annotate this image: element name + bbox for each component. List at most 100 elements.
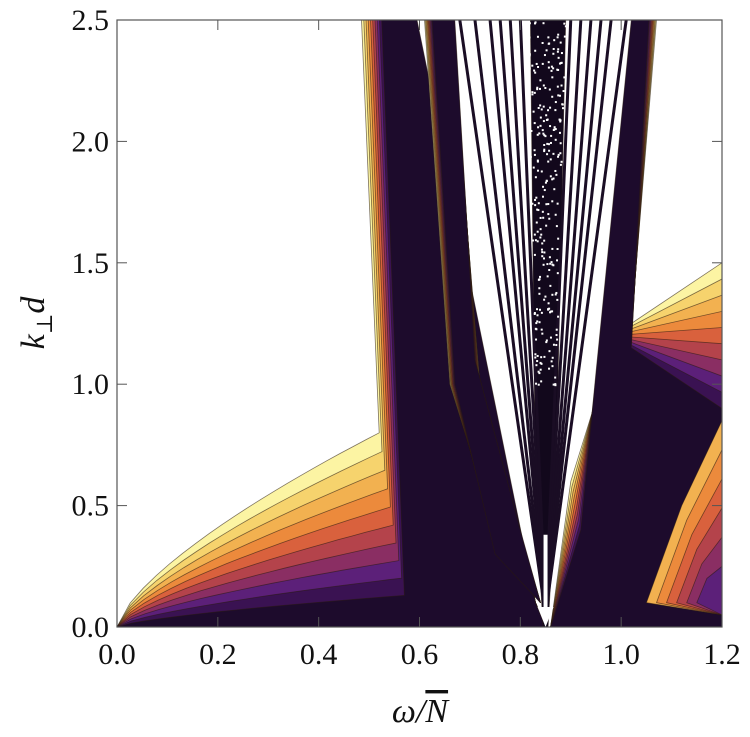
contour-band-right [550,20,722,627]
core-speckle [534,353,537,356]
core-speckle [553,126,556,129]
core-speckle [558,94,561,97]
core-speckle [563,76,566,79]
core-speckle [544,181,547,184]
core-speckle [543,355,546,358]
core-speckle [533,312,536,315]
core-speckle [531,202,534,205]
resonance-fan-line [544,20,573,603]
x-tick-label: 1.0 [602,638,640,671]
core-speckle [541,42,544,45]
core-speckle [543,298,546,301]
core-speckle [543,143,546,146]
core-speckle [541,255,544,258]
core-speckle [549,262,552,265]
core-speckle [559,163,562,166]
core-speckle [553,39,556,42]
core-speckle [546,275,549,278]
core-speckle [551,310,554,313]
core-speckle [543,148,546,151]
core-speckle [543,134,546,137]
core-speckle [539,361,542,364]
core-speckle [537,209,540,212]
y-tick-label: 1.5 [72,247,110,280]
core-speckle [557,56,560,59]
core-speckle [539,104,542,107]
core-speckle [551,293,554,296]
resonance-fan-line [488,20,546,603]
core-speckle [541,251,544,254]
core-speckle [543,239,546,242]
core-speckle [536,88,539,91]
core-speckle [554,383,557,386]
core-speckle [536,160,539,163]
core-speckle [554,138,557,141]
core-speckle [539,79,542,82]
core-speckle [535,62,538,65]
core-speckle [550,134,553,137]
core-speckle [531,64,534,67]
core-speckle [547,143,550,146]
core-speckle [543,150,546,153]
core-speckle [546,153,549,156]
core-speckle [528,94,531,97]
core-speckle [551,365,554,368]
core-speckle [542,132,545,135]
core-speckle [534,198,537,201]
core-speckle [545,341,548,344]
core-speckle [542,185,545,188]
x-tick-label: 0.8 [502,638,540,671]
core-speckle [536,133,539,136]
core-speckle [531,91,534,94]
core-speckle [534,327,537,330]
core-speckle [549,175,552,178]
core-speckle [528,67,531,70]
core-speckle [548,42,551,45]
core-speckle [551,247,554,250]
core-speckle [552,343,555,346]
core-speckle [547,109,550,112]
core-speckle [536,86,539,89]
core-speckle [553,128,556,131]
core-speckle [552,264,555,267]
core-speckle [536,320,539,323]
core-speckle [552,47,555,50]
core-speckle [542,105,545,108]
core-speckle [554,293,557,296]
core-speckle [555,328,558,331]
core-speckle [539,228,542,231]
resonance-fan-line [498,20,547,603]
core-speckle [560,84,563,87]
x-axis-ticks: 0.0 0.2 0.4 0.6 0.8 1.0 1.2 [98,20,741,671]
core-speckle [537,126,540,129]
core-speckle [540,108,543,111]
core-speckle [534,21,537,24]
core-speckle [559,142,562,145]
core-speckle [547,160,550,163]
core-speckle [536,159,539,162]
x-axis-label-n: N [424,693,450,730]
resonance-fan-line [508,20,547,603]
y-tick-label: 1.0 [72,368,110,401]
core-speckle [539,124,542,127]
contour-band-right-bottom [696,565,722,616]
core-speckle [537,106,540,109]
x-tick-label: 0.6 [401,638,439,671]
core-speckle [537,370,540,373]
core-speckle [559,119,562,122]
core-speckle [552,67,555,70]
core-speckle [551,76,554,79]
core-speckle [534,71,537,74]
contour-band-midleft [431,20,541,603]
core-speckle [547,302,550,305]
core-speckle [538,292,541,295]
core-speckle [528,22,531,25]
core-speckle [549,311,552,314]
core-speckle [543,54,546,57]
core-speckle [545,114,548,117]
core-speckle [547,203,550,206]
core-speckle [553,188,556,191]
core-speckle [554,109,557,112]
core-speckle [547,308,550,311]
